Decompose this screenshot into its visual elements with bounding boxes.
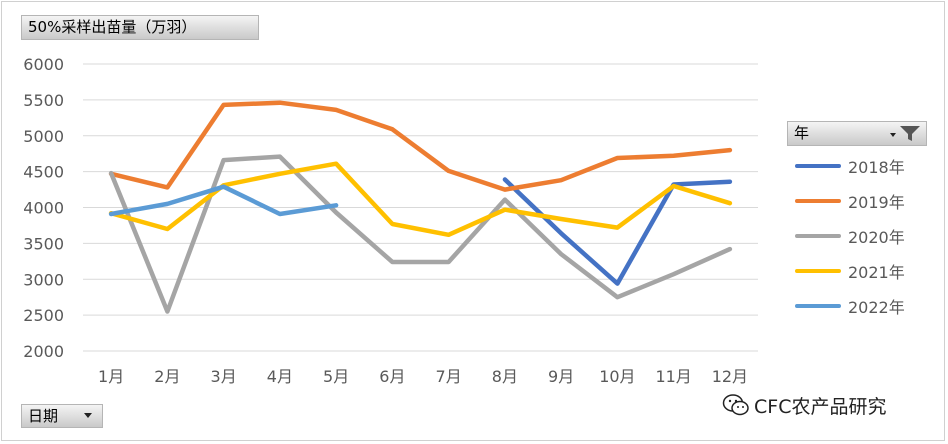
y-tick-label: 5500: [23, 91, 64, 110]
y-tick-label: 5000: [23, 127, 64, 146]
legend-item: 2021年: [795, 260, 905, 282]
x-tick-label: 8月: [492, 367, 518, 386]
series-line-2: [108, 154, 733, 314]
series-line-3: [108, 161, 733, 238]
x-axis-ticks: 1月 2月 3月 4月 5月 6月 7月 8月 9月 10月 11月 12月: [98, 367, 748, 386]
legend-item: 2019年: [795, 190, 905, 212]
y-tick-label: 4500: [23, 163, 64, 182]
y-tick-label: 3000: [23, 270, 64, 289]
legend-item: 2022年: [795, 295, 905, 317]
x-tick-label: 3月: [211, 367, 237, 386]
x-tick-label: 2月: [154, 367, 180, 386]
gridlines: [83, 63, 758, 352]
legend-swatch: [795, 304, 841, 308]
x-field-label: 日期: [28, 407, 59, 425]
legend-label: 2018年: [848, 158, 905, 177]
x-field-button[interactable]: 日期: [21, 404, 103, 428]
legend-item: 2020年: [795, 225, 905, 247]
legend-swatch: [795, 164, 841, 168]
y-tick-label: 3500: [23, 234, 64, 253]
chevron-down-icon: [890, 133, 896, 137]
legend-swatch: [795, 234, 841, 238]
y-tick-label: 2500: [23, 306, 64, 325]
legend-field-label: 年: [794, 124, 810, 142]
y-tick-label: 4000: [23, 199, 64, 218]
chevron-down-icon: [84, 413, 92, 418]
legend-field-button[interactable]: 年: [787, 121, 927, 146]
series-lines: [108, 100, 733, 314]
x-tick-label: 4月: [267, 367, 293, 386]
legend-swatch: [795, 199, 841, 203]
wechat-icon: [722, 394, 749, 416]
legend-swatch: [795, 269, 841, 273]
chart-title-button[interactable]: 50%采样出苗量（万羽）: [21, 15, 259, 40]
watermark-text: CFC农产品研究: [754, 395, 887, 418]
legend-label: 2020年: [848, 228, 905, 247]
series-line-4: [108, 184, 339, 217]
legend-item: 2018年: [795, 155, 905, 177]
legend-label: 2021年: [848, 263, 905, 282]
x-tick-label: 5月: [323, 367, 349, 386]
x-tick-label: 12月: [712, 367, 748, 386]
x-tick-label: 9月: [548, 367, 574, 386]
y-tick-label: 6000: [23, 55, 64, 74]
series-line-1: [108, 100, 733, 192]
watermark: CFC农产品研究: [722, 392, 886, 418]
x-tick-label: 7月: [436, 367, 462, 386]
legend-label: 2019年: [848, 193, 905, 212]
x-tick-label: 10月: [599, 367, 635, 386]
x-tick-label: 11月: [655, 367, 691, 386]
y-axis-ticks: 6000 5500 5000 4500 4000 3500 3000 2500 2000: [23, 55, 64, 361]
legend-label: 2022年: [848, 298, 905, 317]
filter-icon[interactable]: [899, 125, 921, 142]
x-tick-label: 6月: [379, 367, 405, 386]
y-tick-label: 2000: [23, 342, 64, 361]
x-tick-label: 1月: [98, 367, 124, 386]
